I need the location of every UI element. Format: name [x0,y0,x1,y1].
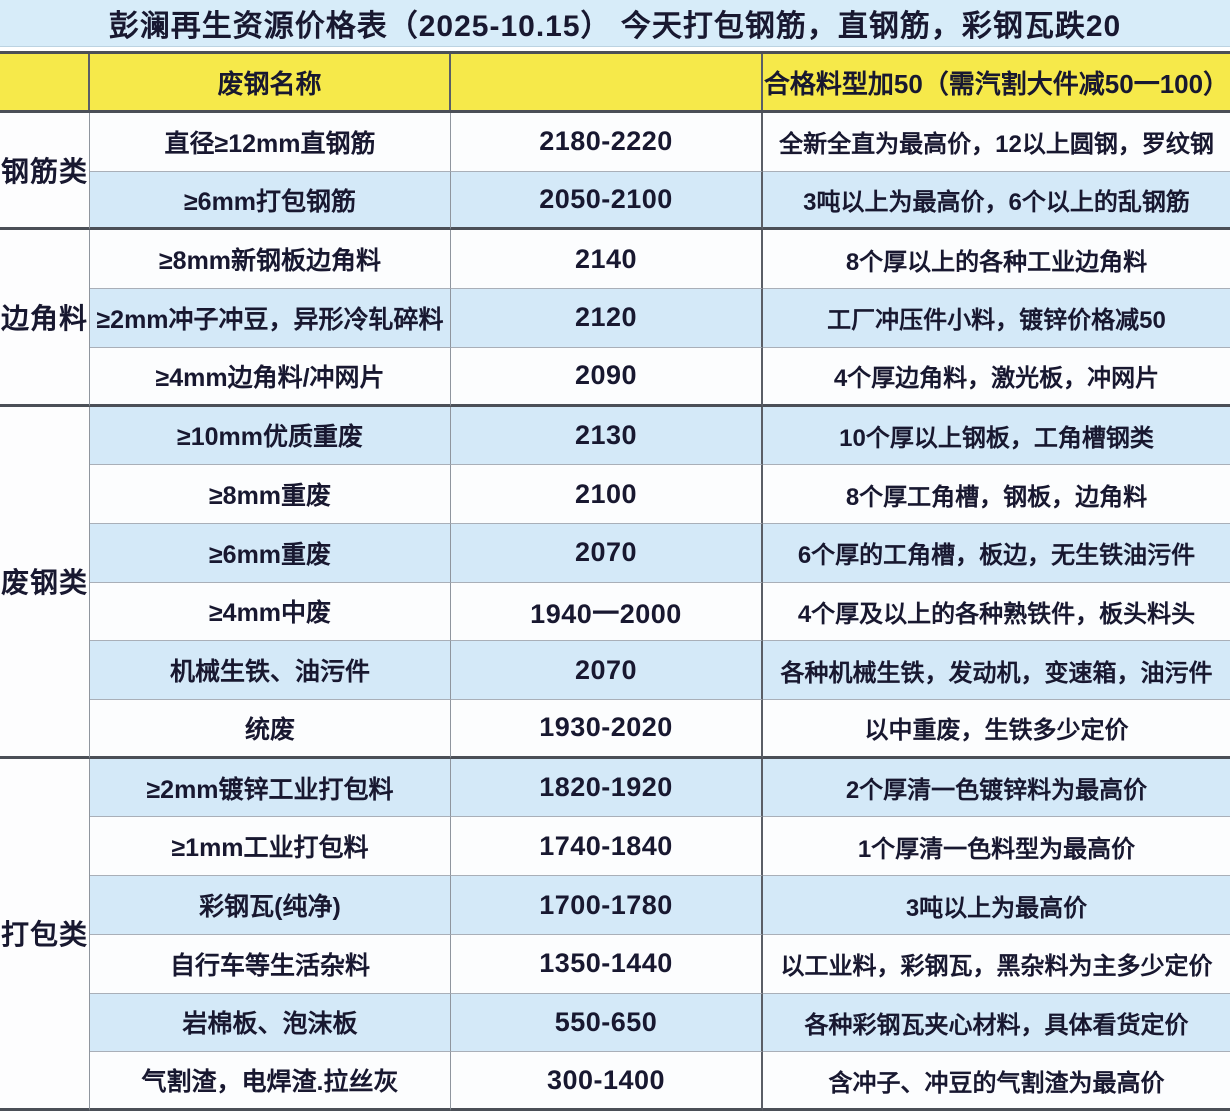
name-cell: ≥6mm重废 [90,523,451,583]
price-cell: 2100 [451,465,763,524]
note-cell: 以工业料，彩钢瓦，黑杂料为主多少定价 [763,934,1230,994]
price-cell: 2180-2220 [451,113,763,172]
note-cell: 2个厚清一色镀锌料为最高价 [763,758,1230,818]
name-cell: 机械生铁、油污件 [90,641,451,701]
header-price-cell [451,54,763,110]
note-cell: 全新全直为最高价，12以上圆钢，罗纹钢 [763,113,1230,172]
price-cell: 2050-2100 [451,171,763,231]
price-cell: 1930-2020 [451,700,763,759]
name-cell: 直径≥12mm直钢筋 [90,113,451,172]
note-cell: 以中重废，生铁多少定价 [763,700,1230,759]
name-cell: ≥1mm工业打包料 [90,817,451,877]
note-cell: 10个厚以上钢板，工角槽钢类 [763,406,1230,466]
price-cell: 300-1400 [451,1052,763,1111]
name-cell: 气割渣，电焊渣.拉丝灰 [90,1052,451,1111]
price-cell: 550-650 [451,993,763,1053]
name-cell: ≥8mm重废 [90,465,451,524]
price-cell: 2070 [451,523,763,583]
header-category-cell [0,54,90,110]
price-cell: 2140 [451,230,763,290]
price-cell: 1940一2000 [451,582,763,642]
name-cell: 彩钢瓦(纯净) [90,876,451,935]
name-cell: ≥8mm新钢板边角料 [90,230,451,290]
note-cell: 6个厚的工角槽，板边，无生铁油污件 [763,523,1230,583]
note-cell: 各种彩钢瓦夹心材料，具体看货定价 [763,993,1230,1053]
price-cell: 2090 [451,347,763,407]
note-cell: 3吨以上为最高价，6个以上的乱钢筋 [763,171,1230,231]
note-cell: 1个厚清一色料型为最高价 [763,817,1230,877]
category-cell: 钢筋类 [0,113,90,231]
category-cell: 打包类 [0,758,90,1111]
note-cell: 4个厚及以上的各种熟铁件，板头料头 [763,582,1230,642]
category-cell: 废钢类 [0,406,90,759]
note-cell: 8个厚工角槽，钢板，边角料 [763,465,1230,524]
name-cell: ≥10mm优质重废 [90,406,451,466]
price-cell: 1740-1840 [451,817,763,877]
name-cell: 自行车等生活杂料 [90,934,451,994]
price-cell: 1820-1920 [451,758,763,818]
note-cell: 3吨以上为最高价 [763,876,1230,935]
header-row: 废钢名称 合格料型加50（需汽割大件减50一100） [0,51,1230,113]
category-cell: 边角料 [0,230,90,407]
note-cell: 8个厚以上的各种工业边角料 [763,230,1230,290]
name-cell: ≥2mm冲子冲豆，异形冷轧碎料 [90,289,451,348]
table-title: 彭澜再生资源价格表（2025-10.15） 今天打包钢筋，直钢筋，彩钢瓦跌20 [0,0,1230,47]
note-cell: 含冲子、冲豆的气割渣为最高价 [763,1052,1230,1111]
price-cell: 2130 [451,406,763,466]
name-cell: 统废 [90,700,451,759]
note-cell: 工厂冲压件小料，镀锌价格减50 [763,289,1230,348]
table-body: 钢筋类 直径≥12mm直钢筋 2180-2220 全新全直为最高价，12以上圆钢，罗纹… [0,113,1230,1111]
name-cell: ≥4mm中废 [90,582,451,642]
name-cell: ≥6mm打包钢筋 [90,171,451,231]
name-cell: ≥2mm镀锌工业打包料 [90,758,451,818]
header-name-cell: 废钢名称 [90,54,451,110]
note-cell: 各种机械生铁，发动机，变速箱，油污件 [763,641,1230,701]
name-cell: ≥4mm边角料/冲网片 [90,347,451,407]
price-cell: 2070 [451,641,763,701]
price-cell: 2120 [451,289,763,348]
price-cell: 1350-1440 [451,934,763,994]
header-note-cell: 合格料型加50（需汽割大件减50一100） [763,68,1230,99]
name-cell: 岩棉板、泡沫板 [90,993,451,1053]
note-cell: 4个厚边角料，激光板，冲网片 [763,347,1230,407]
price-cell: 1700-1780 [451,876,763,935]
